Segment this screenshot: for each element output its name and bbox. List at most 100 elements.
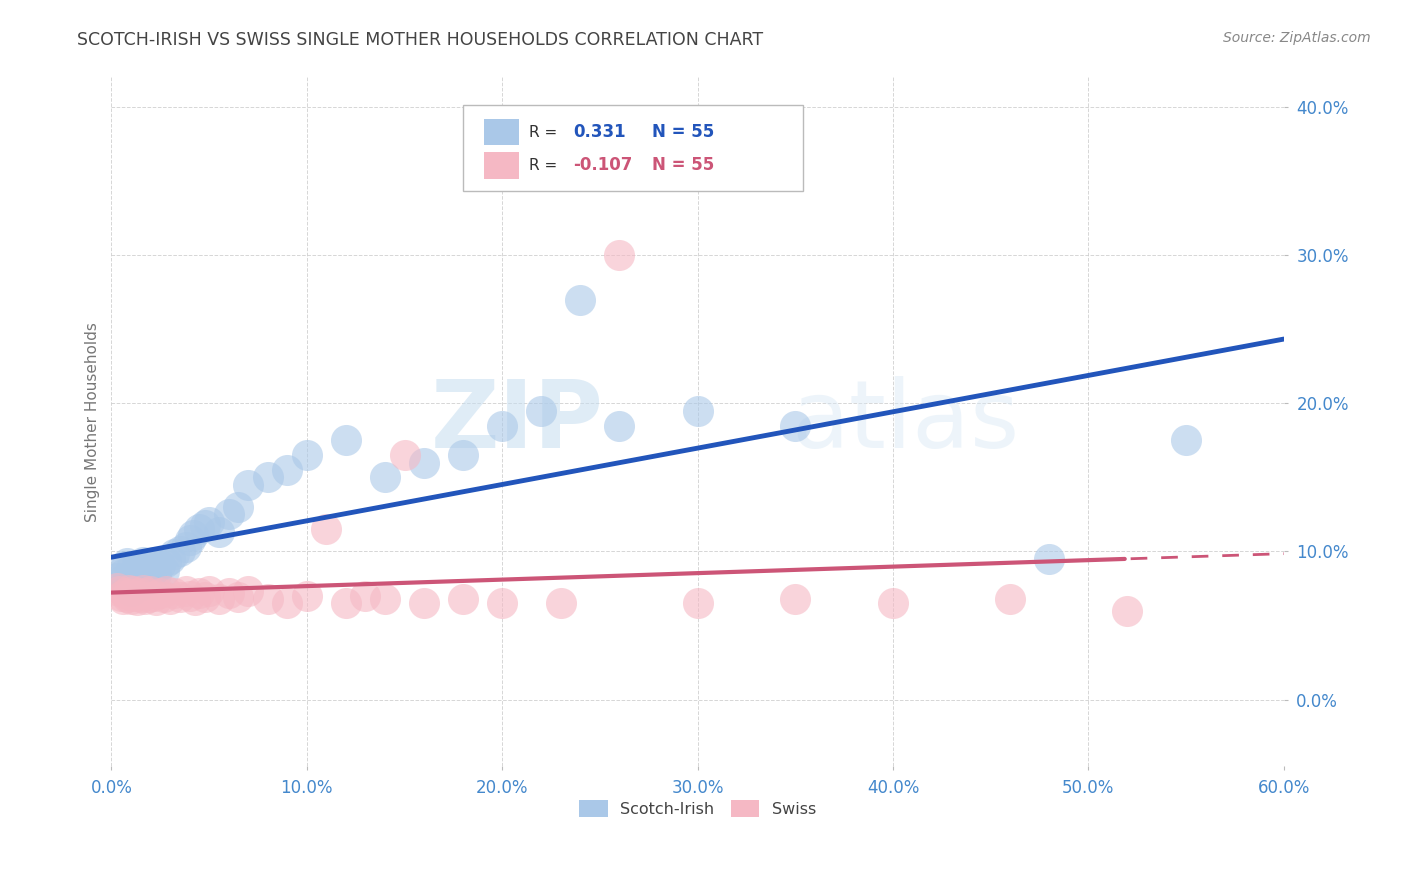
- Point: [550, 596, 572, 610]
- Point: [149, 586, 172, 600]
- Text: R =: R =: [529, 125, 562, 140]
- Point: [1175, 434, 1198, 448]
- Y-axis label: Single Mother Households: Single Mother Households: [86, 322, 100, 522]
- Point: [155, 584, 177, 599]
- FancyBboxPatch shape: [484, 153, 519, 178]
- Point: [105, 571, 128, 585]
- Point: [120, 584, 142, 599]
- Point: [179, 533, 201, 547]
- Point: [1000, 591, 1022, 606]
- Point: [1038, 552, 1060, 566]
- Text: 0.331: 0.331: [574, 123, 626, 141]
- Point: [609, 248, 631, 262]
- Point: [120, 569, 142, 583]
- Text: SCOTCH-IRISH VS SWISS SINGLE MOTHER HOUSEHOLDS CORRELATION CHART: SCOTCH-IRISH VS SWISS SINGLE MOTHER HOUS…: [77, 31, 763, 49]
- Point: [129, 569, 152, 583]
- Point: [124, 566, 146, 581]
- Text: atlas: atlas: [792, 376, 1019, 467]
- Point: [141, 562, 163, 576]
- Point: [112, 566, 135, 581]
- Point: [188, 522, 211, 536]
- Point: [179, 589, 201, 603]
- Point: [163, 548, 186, 562]
- Point: [138, 559, 160, 574]
- Point: [112, 591, 135, 606]
- Point: [114, 559, 136, 574]
- Point: [413, 596, 436, 610]
- Point: [354, 589, 377, 603]
- Point: [194, 591, 217, 605]
- Text: ZIP: ZIP: [432, 376, 603, 467]
- Point: [374, 470, 396, 484]
- Point: [174, 540, 197, 554]
- Point: [276, 596, 298, 610]
- Point: [413, 456, 436, 470]
- Point: [256, 470, 278, 484]
- Point: [238, 477, 260, 491]
- Point: [1116, 604, 1139, 618]
- Point: [686, 403, 709, 417]
- Point: [131, 555, 153, 569]
- Point: [569, 293, 592, 307]
- Point: [110, 589, 132, 603]
- Point: [256, 591, 278, 606]
- Point: [394, 448, 416, 462]
- Point: [785, 418, 807, 433]
- FancyBboxPatch shape: [484, 120, 519, 145]
- Point: [198, 515, 221, 529]
- Point: [125, 593, 148, 607]
- Point: [128, 578, 150, 592]
- Point: [228, 500, 250, 514]
- Point: [228, 591, 250, 605]
- Point: [238, 584, 260, 599]
- Point: [115, 577, 138, 591]
- Point: [491, 418, 513, 433]
- Point: [122, 575, 145, 590]
- Point: [295, 589, 318, 603]
- Point: [609, 418, 631, 433]
- Point: [138, 591, 160, 605]
- Point: [118, 582, 141, 597]
- Point: [882, 596, 904, 610]
- Point: [135, 586, 157, 600]
- Point: [184, 593, 207, 607]
- Point: [198, 584, 221, 599]
- Point: [143, 555, 166, 569]
- Point: [110, 574, 132, 588]
- Text: Source: ZipAtlas.com: Source: ZipAtlas.com: [1223, 31, 1371, 45]
- Point: [118, 580, 141, 594]
- Point: [149, 558, 172, 572]
- Point: [335, 434, 357, 448]
- Point: [115, 556, 138, 570]
- Point: [174, 584, 197, 599]
- Point: [686, 596, 709, 610]
- Point: [131, 582, 153, 597]
- Point: [134, 574, 156, 588]
- Point: [451, 591, 474, 606]
- Point: [120, 587, 142, 601]
- Point: [208, 525, 231, 540]
- Point: [218, 586, 240, 600]
- Point: [374, 591, 396, 606]
- Point: [218, 508, 240, 522]
- Point: [530, 403, 553, 417]
- Point: [145, 566, 167, 581]
- Point: [124, 589, 146, 603]
- Point: [169, 591, 191, 605]
- Point: [139, 584, 162, 599]
- Point: [194, 517, 217, 532]
- Point: [122, 584, 145, 599]
- Point: [335, 596, 357, 610]
- Point: [491, 596, 513, 610]
- Point: [153, 564, 176, 578]
- Point: [105, 582, 128, 596]
- Point: [143, 589, 166, 603]
- Point: [129, 562, 152, 576]
- Point: [295, 448, 318, 462]
- Point: [315, 522, 337, 536]
- Text: R =: R =: [529, 158, 562, 173]
- FancyBboxPatch shape: [463, 105, 803, 191]
- Legend: Scotch-Irish, Swiss: Scotch-Irish, Swiss: [572, 794, 823, 823]
- Point: [134, 591, 156, 606]
- Point: [159, 591, 181, 606]
